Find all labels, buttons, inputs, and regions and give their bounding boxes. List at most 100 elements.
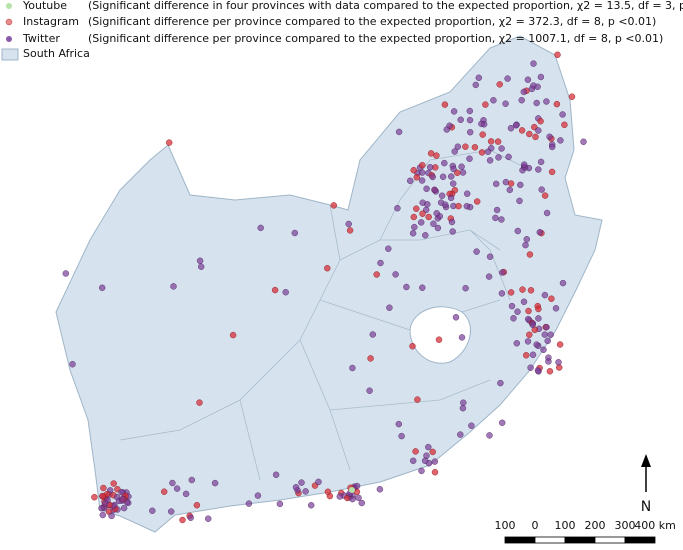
- twitter-dot: [345, 220, 352, 228]
- twitter-dot: [450, 165, 457, 173]
- twitter-dot: [497, 379, 504, 387]
- north-arrow: N: [641, 454, 651, 515]
- twitter-dot: [543, 98, 550, 105]
- twitter-dot: [170, 283, 177, 290]
- twitter-dot: [169, 479, 176, 487]
- scale-segment: [534, 536, 566, 544]
- twitter-dot: [527, 364, 534, 371]
- instagram-dot: [553, 100, 561, 108]
- instagram-dot: [462, 143, 469, 150]
- twitter-dot: [514, 227, 521, 235]
- twitter-dot: [149, 507, 156, 514]
- twitter-dot: [457, 116, 464, 124]
- twitter-dot: [395, 128, 403, 136]
- twitter-dot: [353, 482, 361, 490]
- twitter-dot: [188, 476, 196, 484]
- instagram-dot: [91, 494, 98, 501]
- twitter-dot: [544, 337, 551, 345]
- twitter-dot: [555, 359, 562, 366]
- twitter-dot: [257, 224, 264, 232]
- twitter-dot: [557, 137, 564, 144]
- instagram-dot: [410, 213, 417, 221]
- twitter-dot: [196, 257, 204, 264]
- twitter-dot: [204, 515, 212, 522]
- twitter-dot: [512, 122, 520, 129]
- twitter-dot: [62, 270, 70, 277]
- twitter-dot: [211, 479, 219, 487]
- instagram-dot: [527, 287, 535, 294]
- twitter-dot: [424, 201, 431, 208]
- twitter-dot: [498, 145, 505, 152]
- instagram-dot: [525, 307, 532, 315]
- twitter-dot: [475, 74, 482, 82]
- legend-icon: [6, 3, 12, 9]
- twitter-dot: [529, 321, 536, 328]
- instagram-dot: [507, 180, 515, 187]
- twitter-dot: [446, 122, 453, 129]
- twitter-dot: [315, 478, 322, 486]
- instagram-dot: [419, 210, 426, 217]
- instagram-dot: [413, 174, 420, 181]
- twitter-dot: [433, 210, 440, 217]
- youtube-dot: [349, 487, 355, 493]
- twitter-dot: [431, 458, 438, 465]
- twitter-dot: [498, 290, 506, 297]
- twitter-dot: [493, 206, 501, 214]
- twitter-dot: [386, 304, 393, 311]
- twitter-dot: [441, 159, 448, 167]
- instagram-dot: [373, 271, 380, 278]
- legend-icon: [6, 36, 12, 42]
- instagram-dot: [196, 399, 203, 406]
- twitter-dot: [524, 76, 532, 83]
- locations: [62, 51, 587, 524]
- twitter-dot: [458, 163, 465, 170]
- twitter-dot: [410, 457, 417, 464]
- twitter-dot: [447, 194, 455, 202]
- twitter-dot: [530, 60, 537, 67]
- twitter-dot: [120, 504, 128, 512]
- scale-segment: [564, 536, 596, 544]
- scale-label: 100: [495, 519, 516, 532]
- instagram-dot: [427, 150, 435, 157]
- scale-segment: [594, 536, 626, 544]
- twitter-dot: [419, 169, 426, 176]
- instagram-dot: [100, 484, 107, 492]
- twitter-dot: [529, 351, 537, 358]
- instagram-dot: [479, 131, 486, 138]
- twitter-dot: [522, 241, 529, 249]
- twitter-dot: [535, 166, 542, 173]
- instagram-dot: [324, 488, 332, 495]
- twitter-dot: [276, 500, 284, 508]
- twitter-dot: [559, 111, 566, 118]
- instagram-dot: [330, 202, 337, 209]
- twitter-dot: [533, 341, 540, 348]
- instagram-dot: [179, 516, 186, 524]
- twitter-dot: [502, 100, 509, 107]
- instagram-dot: [548, 295, 555, 302]
- twitter-dot: [459, 169, 467, 176]
- twitter-dot: [454, 143, 461, 150]
- twitter-dot: [507, 124, 515, 132]
- twitter-dot: [448, 173, 455, 180]
- twitter-dot: [197, 263, 205, 270]
- twitter-dot: [540, 346, 547, 353]
- twitter-dot: [254, 492, 262, 499]
- twitter-dot: [450, 108, 458, 115]
- twitter-dot: [422, 232, 429, 239]
- twitter-dot: [514, 308, 521, 315]
- twitter-dot: [442, 201, 449, 208]
- legend: Youtube (Significant difference in four …: [1, 0, 683, 61]
- twitter-dot: [407, 177, 414, 185]
- twitter-dot: [349, 364, 356, 372]
- twitter-dot: [535, 315, 542, 322]
- legend-icon: [1, 48, 19, 61]
- instagram-dot: [419, 161, 426, 169]
- twitter-dot: [499, 269, 506, 276]
- twitter-dot: [434, 224, 442, 232]
- twitter-dot: [534, 83, 541, 91]
- twitter-dot: [451, 148, 458, 155]
- instagram-dot: [412, 448, 419, 455]
- country: [55, 35, 603, 533]
- twitter-dot: [484, 148, 492, 155]
